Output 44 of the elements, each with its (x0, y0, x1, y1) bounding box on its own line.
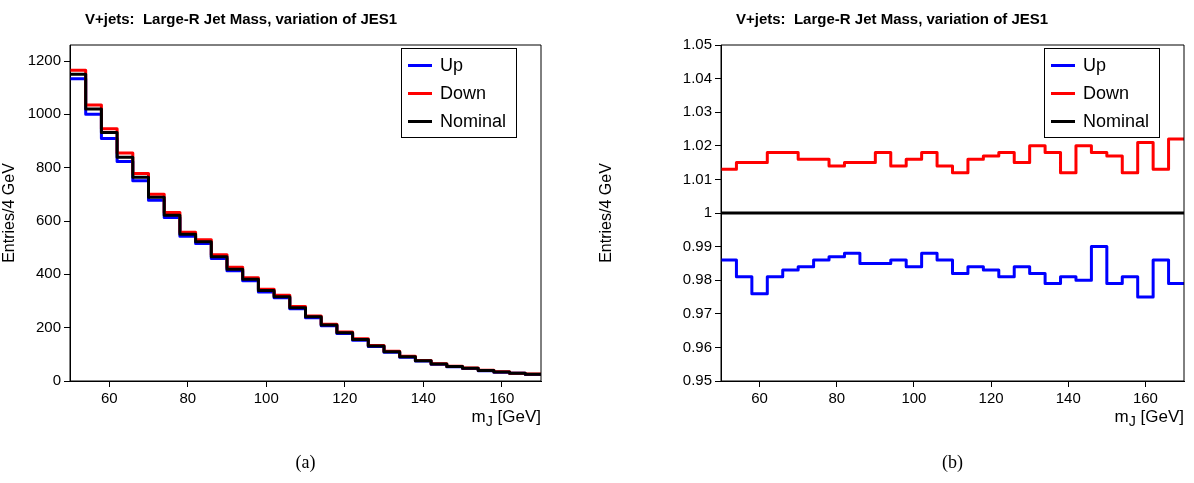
y-tick-label: 1.01 (682, 169, 712, 187)
y-tick-label: 400 (35, 264, 61, 282)
x-tick-label: 140 (1055, 389, 1081, 407)
y-tick-label: 1000 (27, 104, 61, 122)
legend-label: Up (439, 54, 463, 76)
x-axis-title: m$_{J}$ [GeV] (471, 407, 541, 430)
chart-title: V+jets: Large-R Jet Mass, variation of JES1 (736, 10, 1049, 27)
y-tick-label: 1200 (27, 51, 61, 69)
y-tick-label: 0.96 (682, 337, 712, 355)
y-tick-label: 0.95 (682, 371, 712, 389)
legend-label: Down (439, 82, 486, 104)
y-tick-label: 0 (52, 371, 61, 389)
x-tick-label: 60 (751, 389, 768, 407)
x-tick-label: 160 (1132, 389, 1158, 407)
y-axis-title: Entries/4 GeV (0, 162, 18, 263)
y-tick-label: 1.03 (682, 102, 712, 120)
x-tick-label: 80 (179, 389, 197, 407)
legend-label: Nominal (1082, 110, 1149, 132)
y-tick-label: 1.02 (682, 135, 712, 153)
text: (b) (941, 452, 964, 473)
x-tick-label: 100 (253, 389, 279, 407)
x-tick-label: 160 (489, 389, 515, 407)
x-tick-label: 80 (828, 389, 846, 407)
y-tick-label: 800 (35, 157, 61, 175)
y-tick-label: 200 (35, 317, 61, 335)
x-tick-label: 140 (410, 389, 436, 407)
y-tick-label: 0.97 (682, 303, 712, 321)
y-tick-label: 1.04 (682, 68, 712, 86)
y-tick-label: 1.05 (682, 35, 712, 53)
chart-title: V+jets: Large-R Jet Mass, variation of JES1 (85, 10, 398, 27)
legend-label: Up (1082, 54, 1106, 76)
y-axis-title: Entries/4 GeV (597, 162, 615, 263)
x-tick-label: 100 (901, 389, 927, 407)
legend-label: Nominal (439, 110, 506, 132)
text: (a) (294, 452, 317, 473)
y-tick-label: 600 (35, 211, 61, 229)
x-tick-label: 60 (100, 389, 118, 407)
legend-label: Down (1082, 82, 1129, 104)
y-tick-label: 1 (703, 203, 712, 221)
y-tick-label: 0.98 (682, 270, 712, 288)
y-tick-label: 0.99 (682, 236, 712, 254)
x-tick-label: 120 (332, 389, 358, 407)
x-tick-label: 120 (978, 389, 1004, 407)
x-axis-title: m$_{J}$ [GeV] (1114, 407, 1184, 430)
